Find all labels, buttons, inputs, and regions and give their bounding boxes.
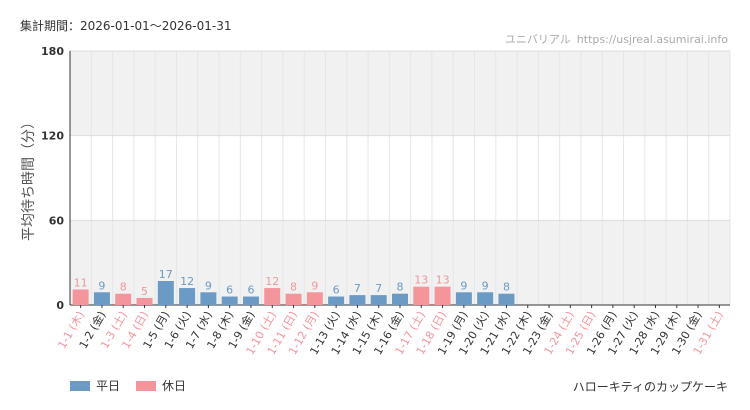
site-name: ユニバリアル <box>504 33 571 46</box>
bar-value-label: 9 <box>205 279 212 292</box>
bar <box>115 293 132 305</box>
bar <box>434 286 451 305</box>
bar-value-label: 7 <box>354 282 361 295</box>
bar-value-label: 8 <box>397 281 404 294</box>
bar <box>477 292 494 305</box>
site-watermark: ユニバリアル https://usjreal.asumirai.info <box>505 31 728 47</box>
y-band <box>70 51 730 136</box>
bar <box>349 295 366 305</box>
bar-value-label: 9 <box>460 279 467 292</box>
bar-value-label: 6 <box>247 284 254 297</box>
bar <box>413 286 430 305</box>
legend-weekday: 平日 <box>70 377 120 394</box>
bar-value-label: 9 <box>311 279 318 292</box>
bar <box>392 293 408 305</box>
bar-value-label: 12 <box>265 275 279 288</box>
y-tick-label: 60 <box>49 214 65 227</box>
bar-value-label: 8 <box>120 281 127 294</box>
bar-value-label: 12 <box>180 275 194 288</box>
legend: 平日 休日 <box>70 377 202 394</box>
period-label: 集計期間：2026-01-01〜2026-01-31 <box>20 19 232 33</box>
bar-value-label: 9 <box>98 279 105 292</box>
bar-value-label: 6 <box>226 284 233 297</box>
legend-holiday-label: 休日 <box>162 379 187 393</box>
legend-holiday: 休日 <box>136 377 186 394</box>
y-axis-title: 平均待ち時間（分） <box>21 115 37 241</box>
bar-value-label: 5 <box>141 285 148 298</box>
bar <box>455 292 472 305</box>
site-url: https://usjreal.asumirai.info <box>576 33 728 46</box>
legend-holiday-swatch <box>136 380 157 391</box>
bar-value-label: 8 <box>290 281 297 294</box>
bar <box>93 292 110 305</box>
bar <box>179 288 196 305</box>
bar <box>72 289 89 305</box>
legend-weekday-label: 平日 <box>96 379 121 393</box>
y-tick-label: 0 <box>56 299 64 312</box>
bar <box>136 297 153 305</box>
bar <box>221 296 238 305</box>
bar <box>200 292 217 305</box>
bar <box>242 296 259 305</box>
bar-value-label: 11 <box>74 276 88 289</box>
attraction-name: ハローキティのカップケーキ <box>572 380 728 394</box>
y-tick-label: 180 <box>41 45 64 58</box>
bar-value-label: 9 <box>482 279 489 292</box>
bar <box>498 293 515 305</box>
bar <box>264 288 281 305</box>
bar-value-label: 13 <box>414 274 428 287</box>
y-tick-label: 120 <box>41 130 64 143</box>
legend-weekday-swatch <box>70 380 90 391</box>
bar <box>157 281 174 305</box>
bar-value-label: 6 <box>333 284 340 297</box>
bar-value-label: 7 <box>375 282 382 295</box>
bar <box>306 292 323 305</box>
bar-value-label: 8 <box>503 281 510 294</box>
bar-value-label: 17 <box>159 268 173 281</box>
bar-value-label: 13 <box>436 274 450 287</box>
bar <box>285 293 302 305</box>
bar <box>328 296 345 305</box>
bar <box>370 295 387 305</box>
